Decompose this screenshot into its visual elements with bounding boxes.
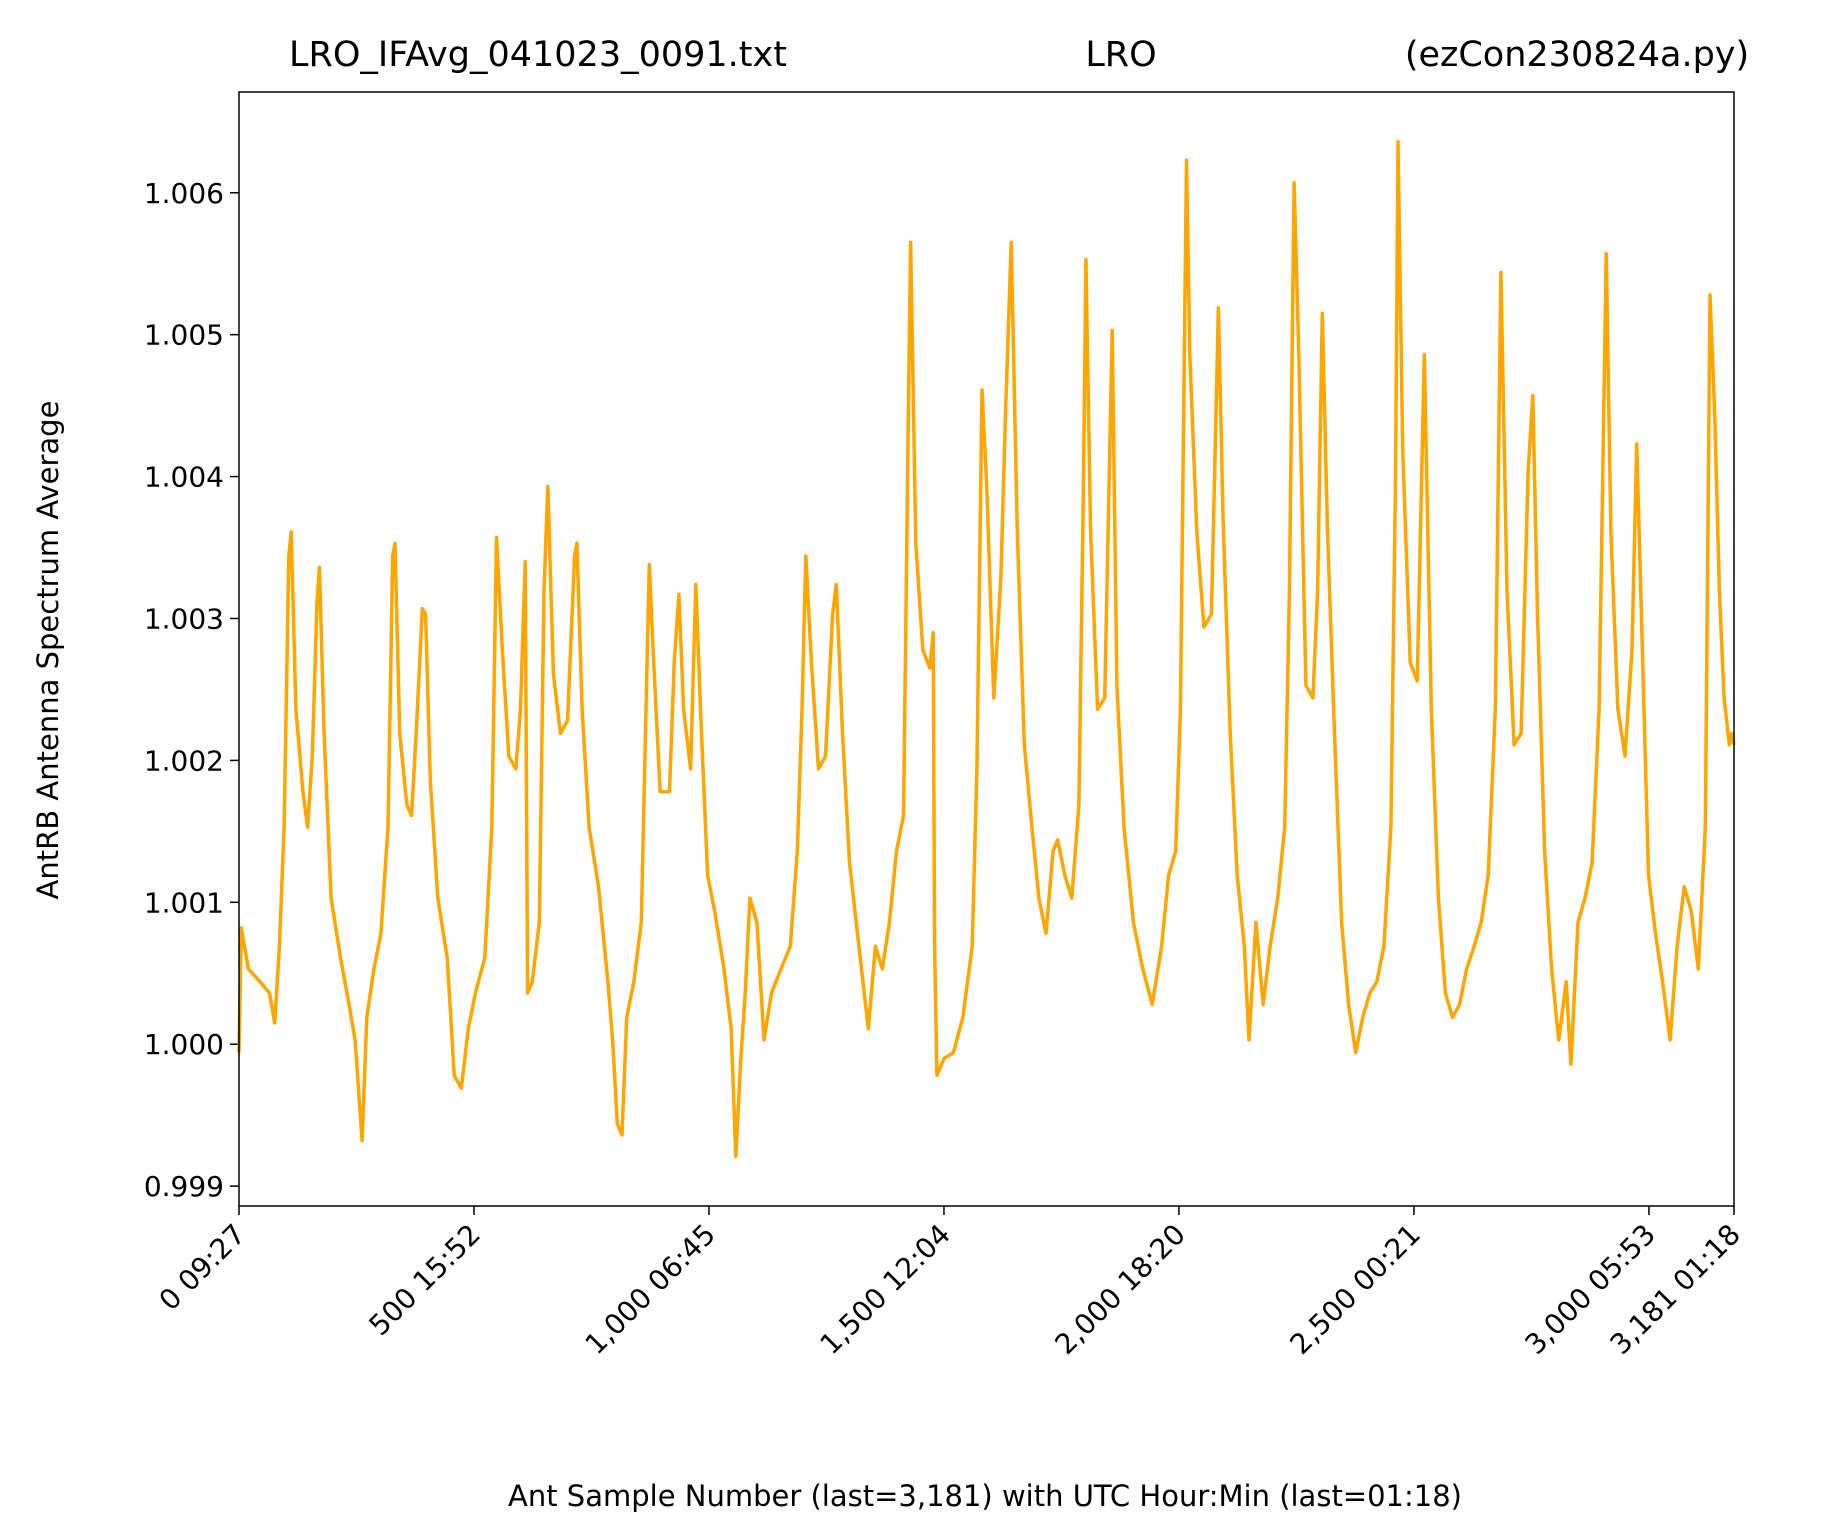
- x-tick-label: 500 15:52: [362, 1218, 486, 1342]
- x-tick-label: 0 09:27: [153, 1218, 252, 1317]
- x-tick-label: 1,000 06:45: [579, 1218, 722, 1361]
- plot-frame: [238, 91, 1735, 1207]
- x-axis-label: Ant Sample Number (last=3,181) with UTC …: [508, 1479, 1462, 1513]
- chart-title: (ezCon230824a.py): [1405, 35, 1749, 75]
- y-tick-label: 1.002: [144, 744, 224, 777]
- y-tick-label: 1.004: [144, 461, 224, 494]
- chart-title: LRO_IFAvg_041023_0091.txt: [289, 35, 787, 75]
- x-tick-label: 1,500 12:04: [814, 1218, 957, 1361]
- data-line: [237, 139, 1736, 1159]
- y-tick-label: 0.999: [144, 1170, 224, 1203]
- y-tick-label: 1.003: [144, 602, 224, 635]
- y-tick-label: 1.000: [144, 1028, 224, 1061]
- x-tick-label: 2,000 18:20: [1049, 1218, 1192, 1361]
- x-tick-label: 2,500 00:21: [1284, 1218, 1427, 1361]
- y-tick-label: 1.001: [144, 886, 224, 919]
- y-tick-label: 1.005: [144, 319, 224, 352]
- y-axis-label: AntRB Antenna Spectrum Average: [31, 401, 65, 900]
- y-tick-label: 1.006: [144, 177, 224, 210]
- chart-title: LRO: [1085, 35, 1156, 75]
